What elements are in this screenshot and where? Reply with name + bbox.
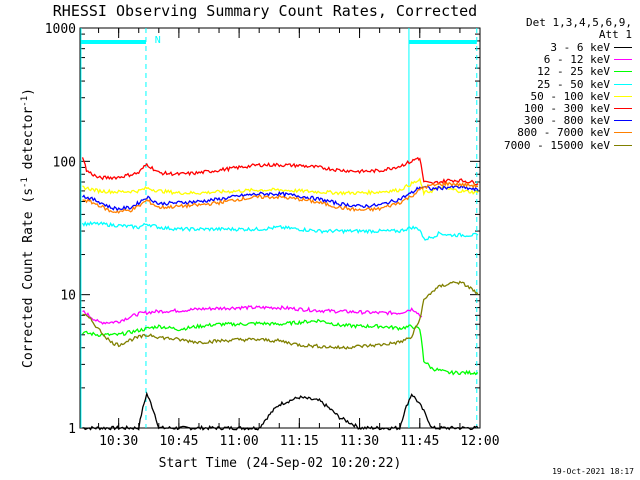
legend-header-line: Det 1,3,4,5,6,9,	[526, 16, 632, 29]
y-axis-label-part: detector	[21, 107, 36, 178]
y-tick-label: 10	[60, 289, 76, 304]
x-tick-label: 12:00	[460, 434, 499, 449]
legend-entry: 7000 - 15000 keV	[504, 140, 632, 151]
series-line-7	[81, 184, 479, 212]
footer-timestamp: 19-Oct-2021 18:17	[552, 467, 634, 476]
legend-label: 7000 - 15000 keV	[504, 138, 610, 152]
legend-swatch	[614, 132, 632, 134]
legend-entry: 12 - 25 keV	[537, 66, 632, 77]
series-line-2	[82, 304, 423, 325]
series-line-4	[81, 220, 479, 241]
legend-label: 800 - 7000 keV	[517, 126, 610, 140]
y-axis-label-sup: -1	[20, 177, 30, 188]
legend-entry: 6 - 12 keV	[544, 54, 632, 65]
legend-label: 300 - 800 keV	[523, 114, 610, 128]
plot-frame	[79, 27, 481, 429]
legend-entry: 800 - 7000 keV	[517, 127, 632, 138]
series-line-9	[82, 280, 479, 350]
legend-swatch	[614, 144, 632, 146]
legend-entry: 100 - 300 keV	[524, 103, 632, 114]
legend-label: 100 - 300 keV	[523, 102, 610, 115]
legend-swatch	[614, 59, 632, 61]
legend-swatch	[614, 83, 632, 85]
y-axis-label: Corrected Count Rate (s-1 detector-1)	[20, 88, 36, 368]
y-tick-label: 1	[68, 422, 76, 437]
legend-swatch	[614, 47, 632, 48]
series-lines	[81, 156, 479, 431]
series-line-6	[81, 156, 479, 186]
legend-entry: 300 - 800 keV	[524, 115, 632, 126]
legend-label: 3 - 6 keV	[550, 41, 610, 54]
x-tick-label: 10:45	[159, 434, 198, 449]
night-marker: N	[155, 35, 161, 46]
legend-label: 12 - 25 keV	[537, 65, 610, 79]
plot-area: 1 10 100 1000 10:30 10:45 11:00 11:15 11:30 11:4…	[45, 22, 500, 449]
legend-label: 6 - 12 keV	[543, 53, 610, 67]
x-tick-label: 11:15	[280, 434, 319, 449]
x-tick-label: 11:00	[220, 434, 259, 449]
x-axis-label: Start Time (24-Sep-02 10:20:22)	[159, 456, 402, 471]
chart-title: RHESSI Observing Summary Count Rates, Co…	[53, 2, 477, 20]
series-line-8	[82, 181, 479, 214]
y-axis-label-part: Corrected Count Rate (s	[21, 188, 36, 368]
legend-label: 50 - 100 keV	[530, 89, 610, 103]
x-tick-label: 10:30	[99, 434, 138, 449]
x-tick-label: 11:30	[340, 434, 379, 449]
y-tick-label: 1000	[45, 22, 76, 37]
legend-label: 25 - 50 keV	[537, 77, 610, 91]
y-axis: 1 10 100 1000	[45, 22, 480, 437]
legend-swatch	[614, 108, 632, 109]
legend-swatch	[614, 71, 632, 73]
legend-swatch	[614, 120, 632, 122]
x-axis: 10:30 10:45 11:00 11:15 11:30 11:45 12:00	[98, 28, 500, 449]
legend-entry: 25 - 50 keV	[537, 79, 632, 90]
observing-overlay: N	[80, 28, 478, 428]
series-line-1	[82, 391, 479, 431]
legend-entry: 3 - 6 keV	[550, 42, 632, 53]
y-axis-label-sup: -1	[20, 96, 30, 107]
x-tick-label: 11:45	[400, 434, 439, 449]
legend-swatch	[614, 95, 632, 97]
series-line-5	[82, 177, 479, 197]
y-axis-label-part: )	[21, 88, 36, 96]
legend-entry: 50 - 100 keV	[531, 91, 632, 102]
legend-header-line: Att 1	[599, 28, 632, 41]
y-tick-label: 100	[53, 155, 76, 170]
series-line-3	[82, 318, 479, 376]
